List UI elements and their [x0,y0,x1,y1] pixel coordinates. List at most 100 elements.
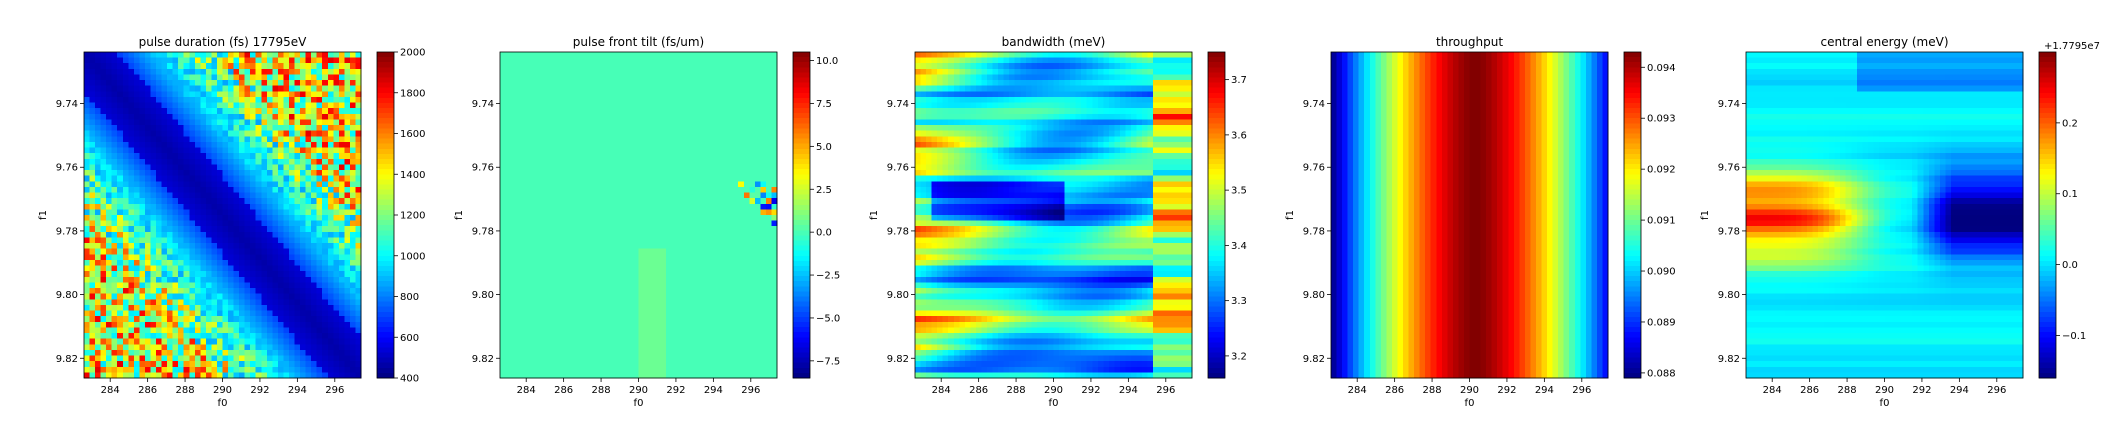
heatmap-cell [144,310,152,317]
heatmap-cell [122,192,129,199]
heatmap-cell [627,192,634,199]
heatmap-cell [566,186,573,194]
heatmap-cell [167,68,174,76]
heatmap-cell [156,288,163,295]
heatmap-cell [100,265,107,272]
heatmap-cell [222,181,229,188]
heatmap-cell [693,220,701,227]
heatmap-cell [244,215,251,222]
heatmap-cell [84,57,91,64]
heatmap-cell [754,259,761,267]
heatmap-cell [572,102,579,109]
heatmap-cell [117,344,124,351]
heatmap-cell [594,265,601,272]
heatmap-cell [228,220,235,227]
heatmap-cell [765,175,773,182]
heatmap-cell [743,198,750,205]
heatmap-cell [100,243,107,250]
heatmap-cell [327,226,334,233]
heatmap-cell [516,271,523,278]
heatmap-cell [682,248,689,255]
heatmap-cell [655,158,662,166]
heatmap-cell [84,344,91,351]
heatmap-cell [239,192,246,199]
heatmap-cell [527,125,534,132]
heatmap-cell [183,52,190,59]
heatmap-cell [194,344,201,351]
heatmap-cell [211,226,218,233]
heatmap-cell [288,344,296,351]
heatmap-cell [222,220,229,227]
heatmap-cell [95,333,102,340]
heatmap-cell [583,91,590,98]
heatmap-cell [655,237,662,244]
heatmap-cell [205,203,213,210]
heatmap-cell [305,276,312,284]
heatmap-cell [693,96,701,104]
heatmap-cell [128,198,135,205]
heatmap-cell [322,186,329,194]
heatmap-cell [704,52,712,59]
heatmap-cell [533,170,540,177]
heatmap-cell [200,372,207,379]
heatmap-cell [250,316,257,323]
heatmap-cell [100,125,107,132]
heatmap-cell [250,102,257,109]
heatmap-cell [693,52,701,59]
heatmap-cell [583,119,590,126]
heatmap-cell [106,316,113,323]
heatmap-cell [84,349,91,357]
heatmap-cell [89,259,96,267]
heatmap-cell [84,321,91,329]
heatmap-cell [549,259,556,267]
heatmap-cell [216,327,224,334]
heatmap-cell [522,243,529,250]
heatmap-cell [272,226,279,233]
heatmap-cell [183,355,190,362]
heatmap-cell [244,248,251,255]
heatmap-cell [167,327,174,334]
heatmap-cell [588,125,595,132]
heatmap-cell [100,158,107,166]
heatmap-cell [111,141,118,149]
heatmap-cell [322,102,329,109]
heatmap-cell [288,175,296,182]
heatmap-cell [111,321,118,329]
heatmap-cell [311,215,318,222]
heatmap-cell [322,220,329,227]
heatmap-cell [272,254,279,261]
heatmap-cell [749,80,756,87]
heatmap-cell [538,136,545,143]
heatmap-cell [666,226,673,233]
heatmap-cell [283,203,290,210]
heatmap-cell [300,254,307,261]
heatmap-cell [288,254,296,261]
heatmap-cell [349,254,357,261]
heatmap-cell [549,113,556,121]
heatmap-cell [261,299,268,306]
heatmap-cell [178,237,185,244]
heatmap-cell [333,192,340,199]
heatmap-cell [511,153,518,160]
heatmap-cell [106,321,113,329]
heatmap-cell [710,57,717,64]
heatmap-cell [283,147,290,154]
heatmap-cell [577,119,584,126]
heatmap-cell [139,57,146,64]
heatmap-cell [122,288,129,295]
heatmap-cell [305,74,312,81]
heatmap-cell [261,153,268,160]
heatmap-cell [228,130,235,137]
heatmap-cell [716,226,723,233]
heatmap-cell [627,52,634,59]
heatmap-cell [106,153,113,160]
heatmap-cell [283,57,290,64]
heatmap-cell [649,136,656,143]
heatmap-cell [765,203,773,210]
heatmap-cell [272,91,279,98]
heatmap-cell [649,226,656,233]
heatmap-cell [311,119,318,126]
heatmap-cell [533,91,540,98]
heatmap-cell [516,113,523,121]
heatmap-cell [316,248,323,255]
